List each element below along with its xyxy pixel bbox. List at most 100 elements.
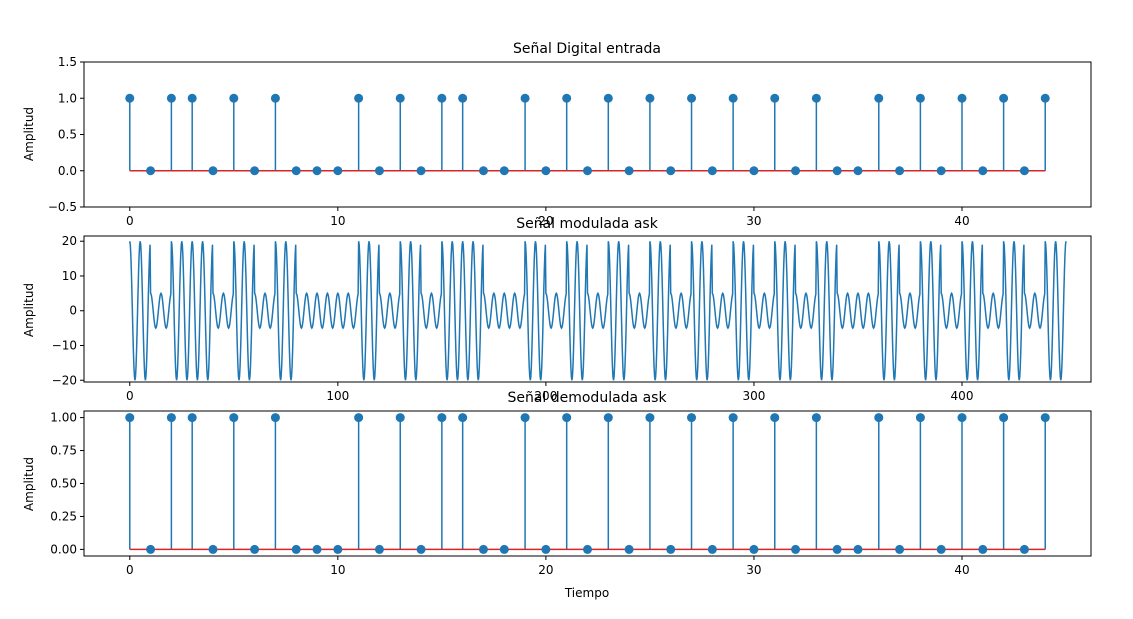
y-tick-label: 10 — [62, 269, 77, 283]
stem-marker — [437, 93, 447, 103]
x-tick-label: 300 — [742, 389, 765, 403]
subplot-3-xlabel: Tiempo — [564, 586, 609, 600]
stem-marker — [374, 544, 384, 554]
subplot-1-ylabel: Amplitud — [22, 107, 36, 161]
x-tick-label: 40 — [954, 563, 969, 577]
stem-marker — [312, 166, 322, 176]
stem-marker — [416, 544, 426, 554]
subplot-3-ylabel: Amplitud — [22, 457, 36, 511]
subplot-digital-input: Señal Digital entrada Amplitud 0 10 20 30 40… — [22, 41, 1092, 228]
stem-marker — [250, 166, 260, 176]
stem-marker — [749, 166, 759, 176]
stem-marker — [749, 544, 759, 554]
stem-marker — [250, 544, 260, 554]
stem-marker — [166, 413, 176, 423]
stem-marker — [666, 544, 676, 554]
stem-marker — [333, 166, 343, 176]
subplot-1-axes-frame — [83, 61, 1092, 208]
stem-marker — [291, 166, 301, 176]
y-tick-label: 0.25 — [50, 509, 77, 523]
stem-marker — [603, 93, 613, 103]
y-tick-label: 0.00 — [50, 542, 77, 556]
stem-marker — [832, 166, 842, 176]
x-tick-label: 40 — [954, 214, 969, 228]
subplot-3-axes-frame — [83, 410, 1092, 557]
stem-marker — [270, 413, 280, 423]
stem-marker — [874, 93, 884, 103]
stem-marker — [125, 413, 135, 423]
y-tick-label: −0.5 — [48, 200, 77, 214]
stem-marker — [999, 413, 1009, 423]
stem-marker — [583, 166, 592, 176]
stem-marker — [229, 413, 239, 423]
x-tick-label: 0 — [126, 563, 134, 577]
stem-marker — [791, 544, 801, 554]
y-tick-label: 0.5 — [58, 128, 77, 142]
stem-marker — [146, 544, 156, 554]
stem-marker — [811, 93, 821, 103]
stem-marker — [395, 413, 405, 423]
stem-marker — [166, 93, 176, 103]
stem-marker — [728, 413, 738, 423]
x-tick-label: 30 — [746, 214, 761, 228]
stem-marker — [354, 413, 364, 423]
stem-marker — [520, 413, 530, 423]
stem-marker — [458, 413, 468, 423]
x-tick-label: 20 — [538, 563, 553, 577]
y-tick-label: −20 — [52, 373, 77, 387]
stem-marker — [562, 93, 572, 103]
subplot-1-plot: 0 10 20 30 40 −0.5 0.0 0.5 1.0 1.5 — [48, 55, 1050, 228]
stem-marker — [645, 93, 655, 103]
y-tick-label: 1.00 — [50, 411, 77, 425]
stem-marker — [499, 544, 509, 554]
stem-marker — [707, 166, 717, 176]
stem-marker — [624, 544, 634, 554]
stem-marker — [208, 166, 218, 176]
stem-marker — [895, 544, 905, 554]
stem-marker — [770, 413, 780, 423]
x-tick-label: 100 — [326, 389, 349, 403]
y-tick-label: −10 — [52, 339, 77, 353]
y-tick-label: 0.75 — [50, 444, 77, 458]
subplot-1-title: Señal Digital entrada — [513, 41, 661, 57]
stem-marker — [832, 544, 842, 554]
stem-marker — [999, 93, 1009, 103]
stem-marker — [936, 544, 946, 554]
stem-marker — [312, 544, 322, 554]
stem-marker — [978, 544, 988, 554]
x-tick-label: 10 — [330, 214, 345, 228]
stem-marker — [624, 166, 634, 176]
y-tick-label: 1.5 — [58, 55, 77, 69]
stem-marker — [915, 413, 925, 423]
x-tick-label: 0 — [126, 214, 134, 228]
stem-marker — [645, 413, 655, 423]
x-tick-label: 200 — [534, 389, 557, 403]
stem-marker — [208, 544, 218, 554]
stem-marker — [895, 166, 905, 176]
stem-marker — [395, 93, 405, 103]
stem-marker — [687, 93, 697, 103]
stem-marker — [853, 544, 863, 554]
stem-marker — [583, 544, 592, 554]
stem-marker — [291, 544, 301, 554]
stem-marker — [1019, 544, 1029, 554]
modulated-signal-line — [129, 241, 1067, 381]
subplot-demodulated: Señal demodulada ask Amplitud 0 10 20 30 400… — [22, 390, 1092, 600]
subplot-3-plot: 0 10 20 30 40 0.00 0.25 0.50 0.75 1.00 — [50, 411, 1050, 577]
stem-marker — [1019, 166, 1029, 176]
stem-marker — [811, 413, 821, 423]
stem-marker — [478, 166, 488, 176]
subplot-2-axes-frame — [83, 235, 1092, 383]
subplot-2-ylabel: Amplitud — [22, 283, 36, 337]
stem-marker — [957, 413, 967, 423]
stem-marker — [125, 93, 135, 103]
subplot-modulated: Señal modulada ask Amplitud 0 100 200 300 40… — [22, 216, 1092, 403]
subplot-2-title: Señal modulada ask — [516, 216, 659, 232]
stem-marker — [541, 544, 551, 554]
stem-marker — [978, 166, 988, 176]
stem-marker — [874, 413, 884, 423]
stem-marker — [354, 93, 364, 103]
x-tick-label: 20 — [538, 214, 553, 228]
stem-marker — [458, 93, 468, 103]
stem-marker — [707, 544, 717, 554]
